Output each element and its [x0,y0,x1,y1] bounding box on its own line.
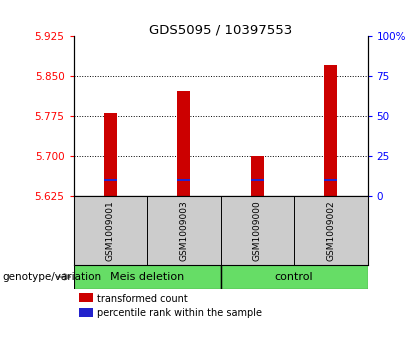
Bar [79,308,93,317]
Bar [220,265,368,289]
Bar [177,179,190,182]
Bar [251,156,264,196]
Text: percentile rank within the sample: percentile rank within the sample [97,308,262,318]
Bar [104,179,117,182]
Text: genotype/variation: genotype/variation [2,272,101,282]
Bar [104,113,117,196]
Bar [324,65,337,196]
Bar [177,91,190,196]
Bar [79,293,93,302]
Text: GSM1009003: GSM1009003 [179,200,188,261]
Text: GDS5095 / 10397553: GDS5095 / 10397553 [149,24,292,37]
Text: Meis deletion: Meis deletion [110,272,184,282]
Text: GSM1009001: GSM1009001 [106,200,115,261]
Text: transformed count: transformed count [97,294,188,303]
Bar [74,265,220,289]
Bar [251,179,264,182]
Text: GSM1009000: GSM1009000 [253,200,262,261]
Text: GSM1009002: GSM1009002 [326,200,335,261]
Bar [324,179,337,182]
Text: control: control [275,272,313,282]
